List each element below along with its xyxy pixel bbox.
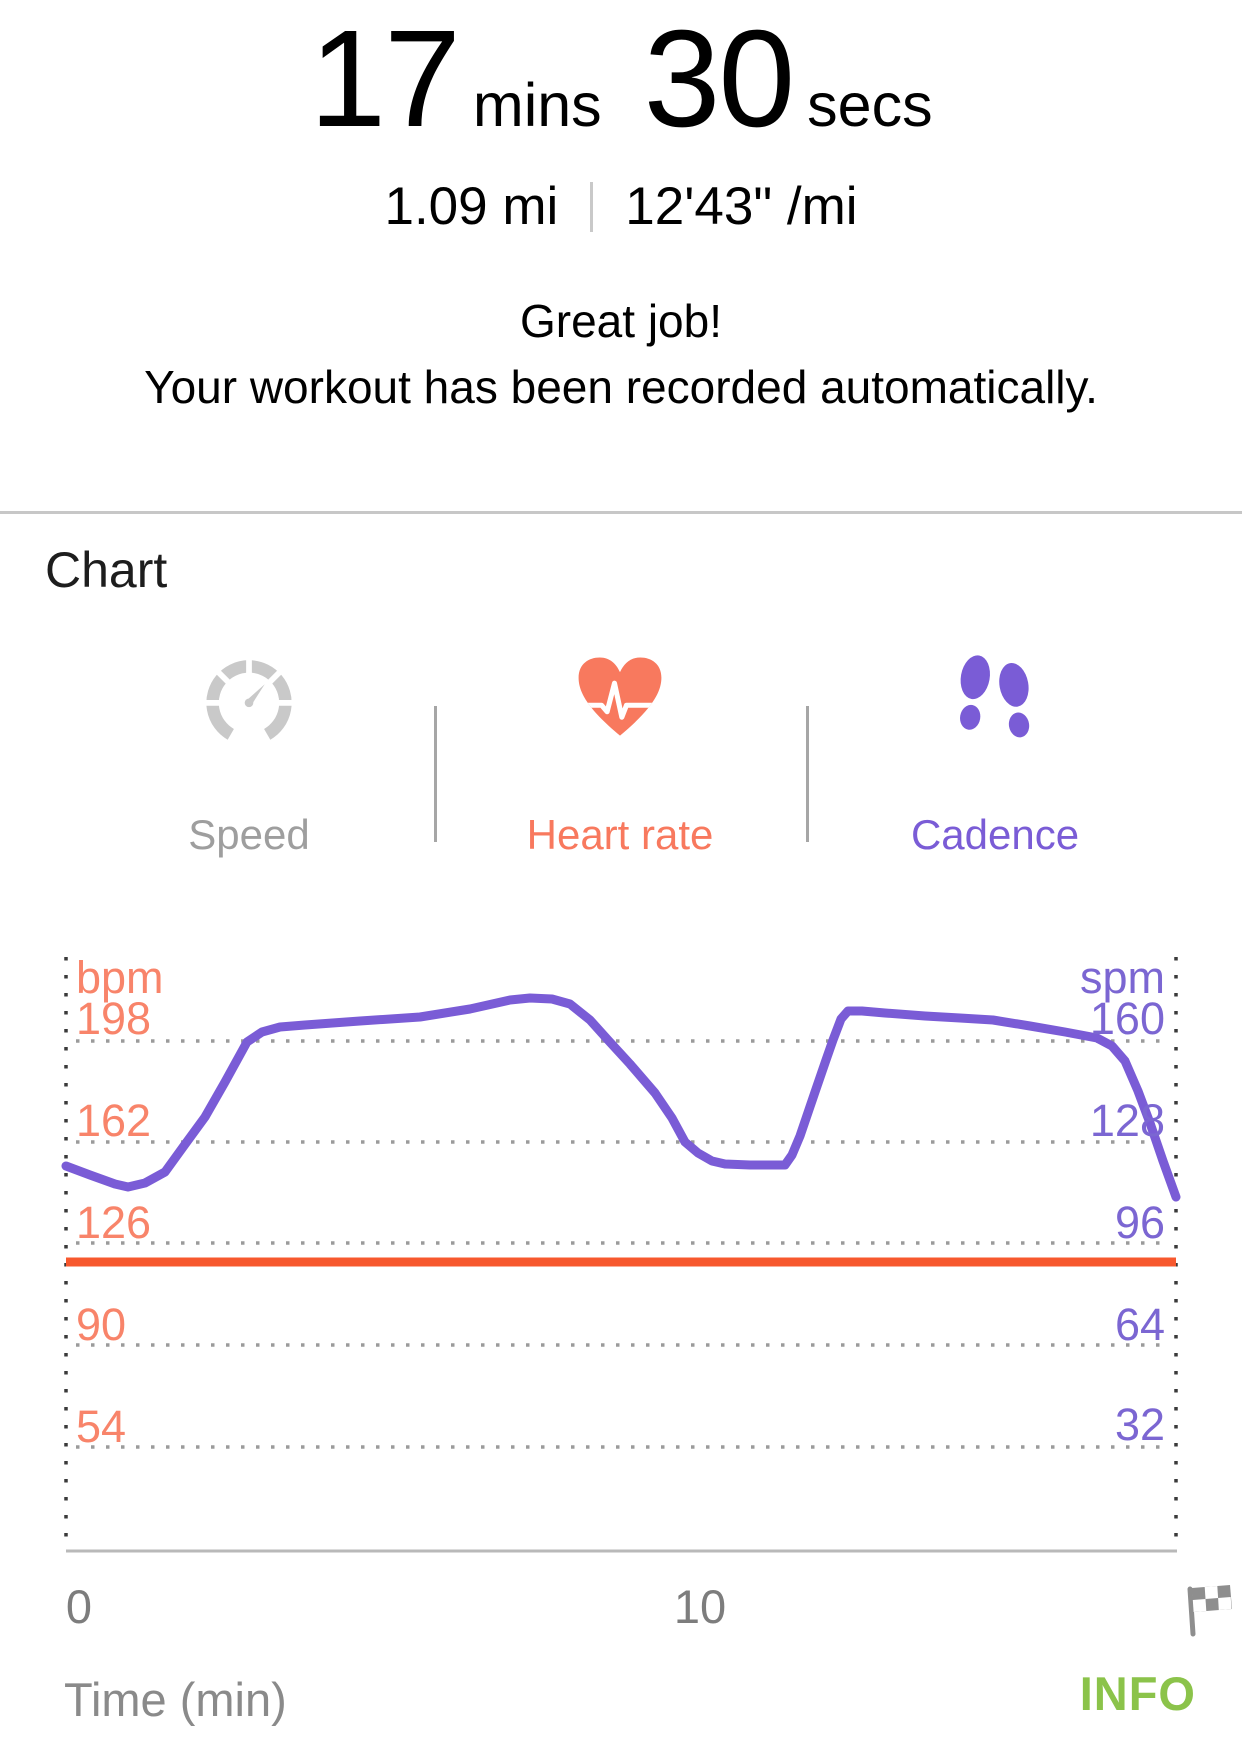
gridlines <box>76 1039 1166 1449</box>
right-tick-96: 96 <box>1115 1197 1165 1248</box>
duration-seconds-unit: secs <box>807 71 933 139</box>
tab-divider-1 <box>434 706 437 842</box>
x-tick-0: 0 <box>66 1580 92 1633</box>
duration-minutes: 17 <box>309 2 460 156</box>
info-button[interactable]: INFO <box>1079 1667 1196 1720</box>
pace-value: 12'43" /mi <box>625 177 858 236</box>
workout-stats: 1.09 mi 12'43" /mi <box>0 176 1242 237</box>
speedometer-icon <box>203 656 295 740</box>
workout-duration: 17 mins 30 secs <box>0 10 1242 148</box>
right-tick-32: 32 <box>1115 1399 1165 1450</box>
congrats-message: Great job! Your workout has been recorde… <box>0 288 1242 420</box>
distance-value: 1.09 mi <box>384 177 559 236</box>
right-axis-labels: spm 160 128 96 64 32 <box>1080 952 1165 1450</box>
tab-heart-rate-label: Heart rate <box>526 811 714 858</box>
tab-speed-label: Speed <box>188 811 310 858</box>
left-tick-162: 162 <box>76 1095 151 1146</box>
footprints-icon <box>960 655 1030 738</box>
left-tick-198: 198 <box>76 993 151 1044</box>
right-axis-unit: spm <box>1080 952 1165 1003</box>
heart-ecg-icon <box>578 657 662 736</box>
finish-flag-icon <box>1187 1585 1232 1637</box>
left-tick-54: 54 <box>76 1401 126 1452</box>
chart-section-title: Chart <box>45 542 168 598</box>
tab-cadence-label: Cadence <box>910 811 1080 858</box>
x-tick-10: 10 <box>674 1580 726 1633</box>
congrats-line2: Your workout has been recorded automatic… <box>144 361 1098 413</box>
section-divider <box>0 511 1242 514</box>
duration-seconds: 30 <box>643 2 795 156</box>
right-tick-160: 160 <box>1090 993 1165 1044</box>
left-tick-90: 90 <box>76 1299 126 1350</box>
congrats-line1: Great job! <box>520 295 722 347</box>
left-axis-unit: bpm <box>76 952 164 1003</box>
stats-divider <box>590 181 594 232</box>
left-tick-126: 126 <box>76 1197 151 1248</box>
cadence-line <box>61 993 1181 1202</box>
duration-minutes-unit: mins <box>472 71 602 139</box>
left-axis-labels: bpm 198 162 126 90 54 <box>76 952 164 1452</box>
tab-divider-2 <box>806 706 809 842</box>
x-axis-ticks: 0 10 <box>66 1580 726 1633</box>
right-tick-64: 64 <box>1115 1299 1165 1350</box>
right-tick-128: 128 <box>1090 1095 1165 1146</box>
x-axis-title: Time (min) <box>64 1673 287 1726</box>
cadence-heart-chart[interactable]: bpm 198 162 126 90 54 spm 160 128 96 64 … <box>0 940 1242 1640</box>
